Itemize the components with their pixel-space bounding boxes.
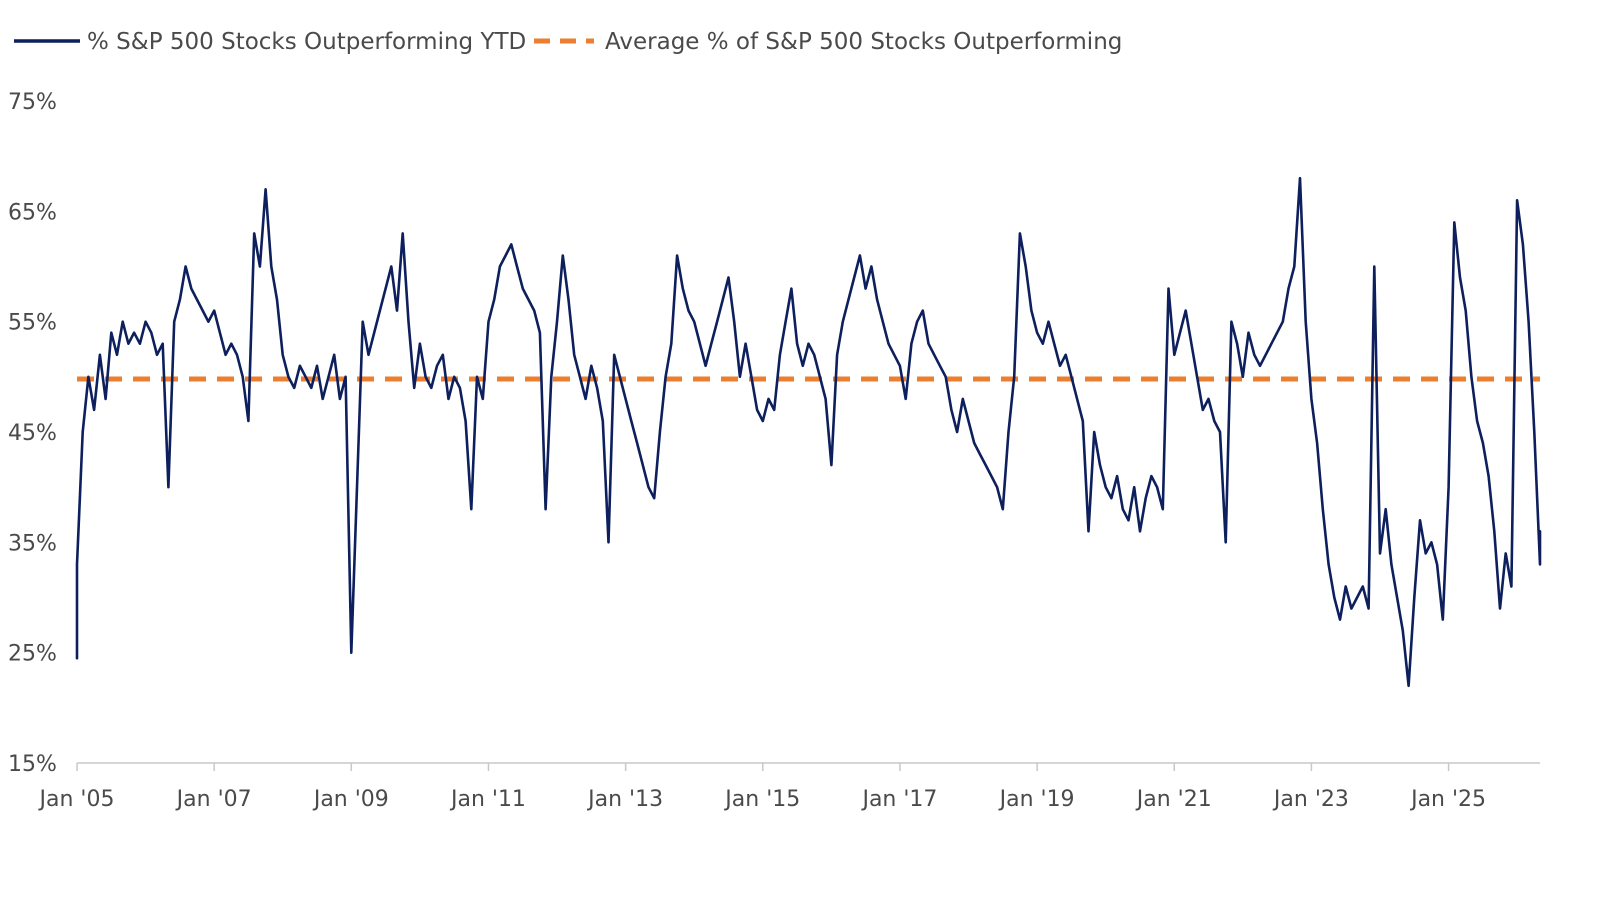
y-tick-label: 55% (8, 311, 57, 336)
x-tick-label: Jan '11 (449, 787, 526, 812)
x-tick-label: Jan '25 (1409, 787, 1486, 812)
y-tick-label: 25% (8, 642, 57, 667)
plot-area (75, 176, 1542, 688)
x-tick-label: Jan '07 (175, 787, 252, 812)
x-tick-label: Jan '15 (723, 787, 800, 812)
legend-label-ytd: % S&P 500 Stocks Outperforming YTD (87, 29, 526, 55)
x-tick-label: Jan '13 (586, 787, 663, 812)
y-tick-label: 65% (8, 200, 57, 225)
x-tick-label: Jan '23 (1272, 787, 1349, 812)
legend: % S&P 500 Stocks Outperforming YTD Avera… (14, 29, 1122, 55)
y-tick-label: 35% (8, 531, 57, 556)
x-axis: Jan '05 Jan '07 Jan '09 Jan '11 Jan '13 Jan '… (38, 762, 1540, 812)
x-tick-label: Jan '19 (998, 787, 1075, 812)
x-tick-label: Jan '09 (312, 787, 389, 812)
legend-label-average: Average % of S&P 500 Stocks Outperformin… (605, 29, 1122, 55)
y-tick-label: 15% (8, 752, 57, 777)
y-tick-label: 75% (8, 90, 57, 115)
x-tick-label: Jan '21 (1135, 787, 1212, 812)
y-tick-label: 45% (8, 421, 57, 446)
x-tick-label: Jan '17 (860, 787, 937, 812)
x-tick-label: Jan '05 (38, 787, 115, 812)
series-line-ytd (75, 176, 1542, 688)
y-axis: 15% 25% 35% 45% 55% 65% 75% (8, 90, 57, 777)
